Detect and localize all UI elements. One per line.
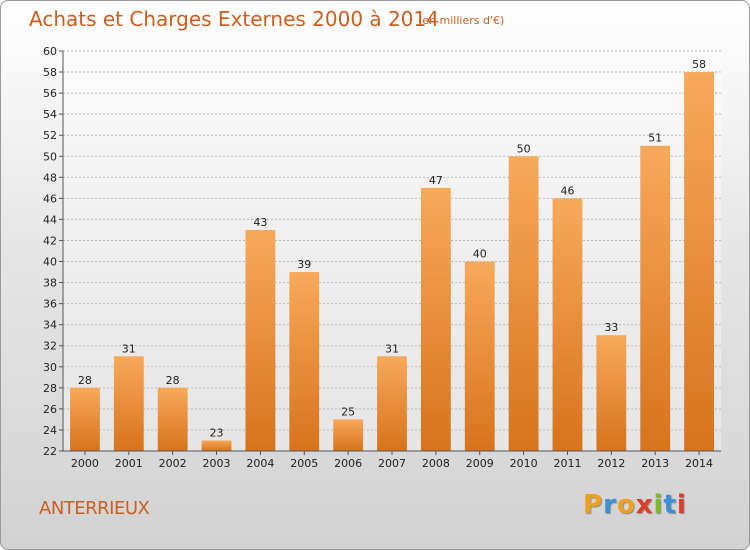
x-tick-label: 2013: [641, 457, 669, 470]
logo-letter: i: [676, 490, 687, 520]
y-tick-label: 56: [43, 87, 57, 100]
x-tick-label: 2009: [466, 457, 494, 470]
y-tick-label: 40: [43, 256, 57, 269]
logo-letter: o: [616, 490, 636, 520]
y-tick-label: 50: [43, 150, 57, 163]
logo-letter: x: [635, 490, 654, 520]
x-tick-label: 2001: [115, 457, 143, 470]
y-tick-label: 30: [43, 361, 57, 374]
bar-value-label: 31: [385, 342, 399, 355]
logo-letter: t: [663, 490, 677, 520]
y-tick-label: 60: [43, 45, 57, 58]
bar-value-label: 25: [341, 405, 355, 418]
bar-2003: [201, 440, 232, 451]
bar-2010: [508, 156, 539, 451]
bar-2013: [640, 145, 671, 451]
x-tick-label: 2002: [159, 457, 187, 470]
bar-value-label: 28: [166, 374, 180, 387]
proxiti-logo: Proxiti: [583, 490, 687, 520]
bar-value-label: 47: [429, 174, 443, 187]
logo-letter: P: [583, 490, 604, 520]
bar-value-label: 23: [210, 426, 224, 439]
y-tick-label: 26: [43, 403, 57, 416]
logo-letter: i: [653, 490, 664, 520]
bar-2012: [596, 335, 627, 451]
bar-value-label: 43: [253, 216, 267, 229]
x-tick-label: 2000: [71, 457, 99, 470]
x-tick-label: 2007: [378, 457, 406, 470]
y-tick-label: 48: [43, 171, 57, 184]
bar-2008: [420, 187, 451, 451]
y-tick-label: 22: [43, 445, 57, 458]
x-tick-label: 2004: [246, 457, 274, 470]
bar-value-label: 31: [122, 342, 136, 355]
bar-2004: [245, 229, 276, 451]
bar-value-label: 28: [78, 374, 92, 387]
y-tick-label: 28: [43, 382, 57, 395]
y-tick-label: 36: [43, 298, 57, 311]
bar-value-label: 46: [560, 184, 574, 197]
bar-2001: [113, 356, 144, 451]
x-tick-label: 2012: [597, 457, 625, 470]
x-tick-label: 2011: [553, 457, 581, 470]
bar-2006: [333, 419, 364, 451]
bar-value-label: 50: [517, 142, 531, 155]
chart-title: Achats et Charges Externes 2000 à 2014: [29, 7, 439, 31]
bar-value-label: 39: [297, 258, 311, 271]
y-tick-label: 24: [43, 424, 57, 437]
x-tick-label: 2003: [203, 457, 231, 470]
y-tick-label: 46: [43, 192, 57, 205]
y-tick-label: 34: [43, 319, 57, 332]
bar-2000: [70, 387, 100, 451]
x-tick-label: 2005: [290, 457, 318, 470]
y-tick-label: 58: [43, 66, 57, 79]
x-tick-label: 2014: [685, 457, 713, 470]
bar-value-label: 51: [648, 132, 662, 145]
bar-2002: [157, 387, 188, 451]
x-tick-label: 2010: [510, 457, 538, 470]
x-tick-label: 2008: [422, 457, 450, 470]
bar-2011: [552, 198, 583, 451]
bar-value-label: 58: [692, 58, 706, 71]
bars: 28 31 28 23 43 39 25 31 47 40 50 46 33 51 58: [70, 58, 714, 451]
y-tick-label: 38: [43, 277, 57, 290]
bar-2009: [464, 261, 495, 451]
bar-2014: [684, 72, 714, 451]
bar-value-label: 33: [604, 321, 618, 334]
axes: 22 24 26 28 30 32 34 36 38 40 42 44 46 48 50 52 54 56 58 60…: [43, 45, 721, 470]
bar-value-label: 40: [473, 248, 487, 261]
y-tick-label: 32: [43, 340, 57, 353]
logo-letter: r: [603, 490, 617, 520]
y-tick-label: 52: [43, 129, 57, 142]
y-tick-label: 42: [43, 234, 57, 247]
bar-2005: [289, 272, 320, 451]
bar-2007: [377, 356, 407, 451]
x-tick-label: 2006: [334, 457, 362, 470]
chart-unit-subtitle: (en milliers d'€): [418, 14, 505, 27]
commune-name: ANTERRIEUX: [39, 498, 150, 519]
y-tick-label: 44: [43, 213, 57, 226]
y-tick-label: 54: [43, 108, 57, 121]
